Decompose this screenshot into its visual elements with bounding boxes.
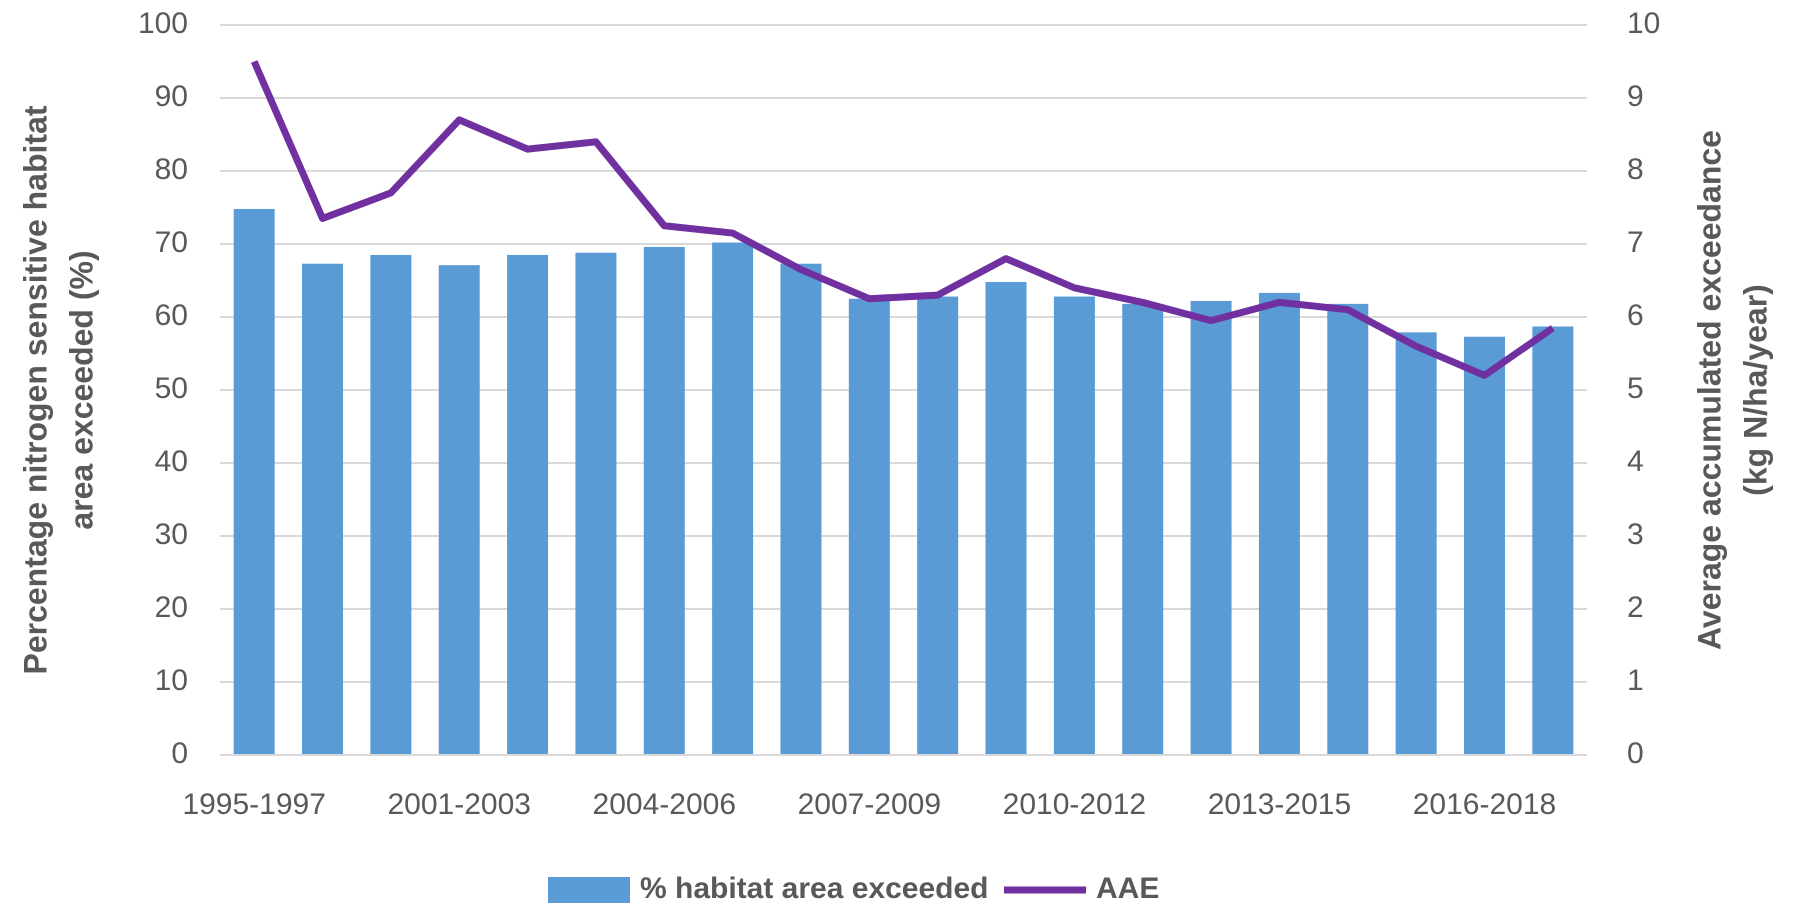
bar <box>985 281 1027 755</box>
y2-tick-label: 9 <box>1627 80 1644 113</box>
bar <box>1053 296 1095 755</box>
x-tick-label: 2007-2009 <box>798 788 941 821</box>
y2-tick-label: 4 <box>1627 445 1644 478</box>
bar <box>848 298 890 755</box>
y2-tick-label: 1 <box>1627 664 1644 697</box>
y-tick-label: 60 <box>155 299 188 332</box>
y2-tick-label: 3 <box>1627 518 1644 551</box>
bar <box>438 265 480 755</box>
bar <box>302 263 344 755</box>
bar <box>1190 300 1232 755</box>
bar <box>712 242 754 756</box>
y-tick-label: 90 <box>155 80 188 113</box>
bar <box>575 252 617 755</box>
y2-tick-label: 2 <box>1627 591 1644 624</box>
y-tick-label: 80 <box>155 153 188 186</box>
y-axis-title: Percentage nitrogen sensitive habitat <box>17 105 53 674</box>
bar <box>370 254 412 755</box>
y-tick-label: 40 <box>155 445 188 478</box>
y2-axis-title: Average accumulated exceedance <box>1691 130 1727 650</box>
bar <box>1395 332 1437 755</box>
x-tick-label: 1995-1997 <box>182 788 325 821</box>
bar <box>1532 326 1574 755</box>
y2-tick-label: 6 <box>1627 299 1644 332</box>
bar <box>233 208 275 755</box>
bar <box>1122 303 1164 755</box>
y-tick-label: 0 <box>171 737 188 770</box>
bar <box>917 296 959 755</box>
bar <box>780 263 822 755</box>
y2-axis-title: (kg N/ha/year) <box>1737 284 1773 496</box>
bar <box>507 254 549 755</box>
y2-tick-label: 10 <box>1627 7 1660 40</box>
x-tick-label: 2013-2015 <box>1208 788 1351 821</box>
line <box>250 60 1555 379</box>
y-axis-title: area exceeded (%) <box>63 250 99 529</box>
y2-tick-label: 0 <box>1627 737 1644 770</box>
bar <box>1463 336 1505 755</box>
legend: % habitat area exceeded AAE <box>548 872 1159 905</box>
bar <box>643 246 685 756</box>
y2-tick-label: 8 <box>1627 153 1644 186</box>
x-tick-label: 2004-2006 <box>593 788 736 821</box>
bar <box>1327 303 1369 755</box>
y-tick-label: 100 <box>138 7 188 40</box>
y-tick-label: 10 <box>155 664 188 697</box>
bar <box>1258 292 1300 755</box>
x-tick-label: 2001-2003 <box>387 788 530 821</box>
y-tick-label: 70 <box>155 226 188 259</box>
y2-tick-label: 5 <box>1627 372 1644 405</box>
y-tick-label: 20 <box>155 591 188 624</box>
x-tick-label: 2010-2012 <box>1003 788 1146 821</box>
y-tick-label: 50 <box>155 372 188 405</box>
legend-label: % habitat area exceeded <box>640 872 989 905</box>
y-tick-label: 30 <box>155 518 188 551</box>
legend-swatch <box>548 877 630 903</box>
x-tick-label: 2016-2018 <box>1413 788 1556 821</box>
legend-label: AAE <box>1096 872 1159 905</box>
y2-tick-label: 7 <box>1627 226 1644 259</box>
